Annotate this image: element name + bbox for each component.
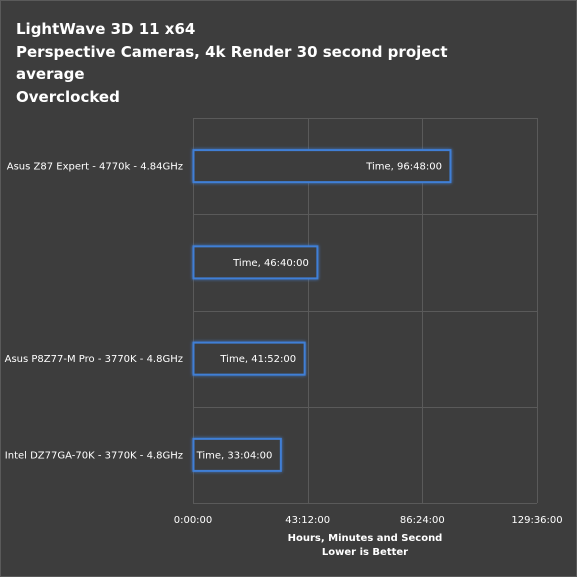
x-tick-label: 86:24:00 bbox=[400, 515, 445, 526]
chart-title-line: LightWave 3D 11 x64 bbox=[16, 20, 196, 38]
labels: Time, 96:48:00 Time, 46:40:00 Time, 41:52:… bbox=[5, 162, 563, 558]
bar bbox=[192, 437, 282, 472]
bar bbox=[192, 245, 319, 280]
bar-data-label: Time, 33:04:00 bbox=[196, 450, 273, 461]
x-axis-title: Hours, Minutes and Second bbox=[288, 533, 443, 544]
chart-title-line: Perspective Cameras, 4k Render 30 second… bbox=[16, 42, 448, 61]
x-tick-label: 0:00:00 bbox=[174, 515, 213, 526]
x-axis-subtitle: Lower is Better bbox=[322, 547, 408, 558]
bar-data-label: Time, 41:52:00 bbox=[219, 354, 296, 365]
x-tick-label: 129:36:00 bbox=[511, 515, 562, 526]
bar bbox=[192, 149, 452, 184]
x-tick-label: 43:12:00 bbox=[285, 515, 330, 526]
bars bbox=[192, 149, 452, 472]
bar-data-label: Time, 46:40:00 bbox=[232, 258, 309, 269]
chart-title-line: Overclocked bbox=[16, 87, 120, 106]
chart-title: LightWave 3D 11 x64 Perspective Cameras,… bbox=[16, 18, 448, 108]
bar bbox=[192, 341, 306, 376]
bar-data-label: Time, 96:48:00 bbox=[365, 162, 442, 173]
category-label: Intel DZ77GA-70K - 3770K - 4.8GHz bbox=[5, 450, 183, 461]
chart-title-line: average bbox=[16, 65, 85, 83]
category-label: Asus Z87 Expert - 4770k - 4.84GHz bbox=[7, 162, 183, 173]
category-label: Asus P8Z77-M Pro - 3770K - 4.8GHz bbox=[5, 354, 183, 365]
